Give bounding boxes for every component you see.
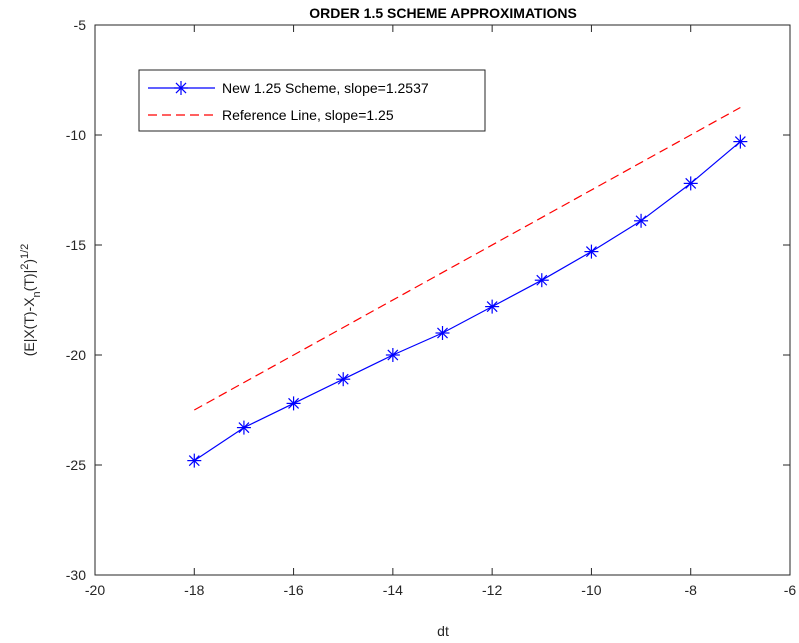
- y-axis-label: (E|X(T)-Xn(T)|2)1/2: [19, 244, 43, 357]
- y-tick-label: -5: [74, 17, 87, 33]
- legend: New 1.25 Scheme, slope=1.2537 Reference …: [138, 69, 486, 132]
- chart-title: ORDER 1.5 SCHEME APPROXIMATIONS: [309, 5, 577, 21]
- legend-marker-series-1: [174, 81, 188, 95]
- x-tick-label: -20: [85, 582, 105, 598]
- y-axis-ticks: -30 -25 -20 -15 -10 -5: [66, 17, 790, 583]
- data-point-marker: [584, 244, 599, 259]
- data-point-marker: [336, 372, 351, 387]
- y-tick-label: -25: [66, 457, 86, 473]
- data-point-marker: [435, 326, 450, 340]
- x-tick-label: -18: [184, 582, 204, 598]
- legend-box: [138, 69, 486, 132]
- series-line-2: [193, 106, 741, 411]
- y-tick-label: -15: [66, 237, 86, 253]
- x-axis-label: dt: [437, 623, 449, 639]
- x-tick-label: -16: [283, 582, 303, 598]
- x-tick-label: -14: [383, 582, 403, 598]
- series-line-1: [193, 141, 741, 462]
- data-point-marker: [683, 176, 698, 191]
- data-point-marker: [634, 213, 649, 228]
- legend-label-series-1: New 1.25 Scheme, slope=1.2537: [222, 80, 429, 96]
- data-point-marker: [485, 299, 500, 314]
- y-tick-label: -10: [66, 127, 86, 143]
- x-tick-label: -12: [482, 582, 502, 598]
- x-tick-label: -8: [684, 582, 697, 598]
- x-tick-label: -10: [581, 582, 601, 598]
- y-tick-label: -20: [66, 347, 86, 363]
- y-tick-label: -30: [66, 567, 86, 583]
- data-point-marker: [236, 420, 251, 435]
- data-point-marker: [385, 348, 400, 362]
- legend-label-series-2: Reference Line, slope=1.25: [222, 107, 394, 123]
- legend-asterisk-icon: [174, 81, 188, 95]
- data-point-marker: [534, 273, 549, 288]
- data-point-marker: [286, 396, 301, 411]
- x-tick-label: -6: [784, 582, 797, 598]
- data-point-marker: [733, 134, 748, 149]
- x-axis-ticks: -20 -18 -16 -14 -12 -10 -8 -6: [85, 25, 797, 598]
- data-point-marker: [187, 453, 202, 468]
- series-layer: [187, 106, 748, 468]
